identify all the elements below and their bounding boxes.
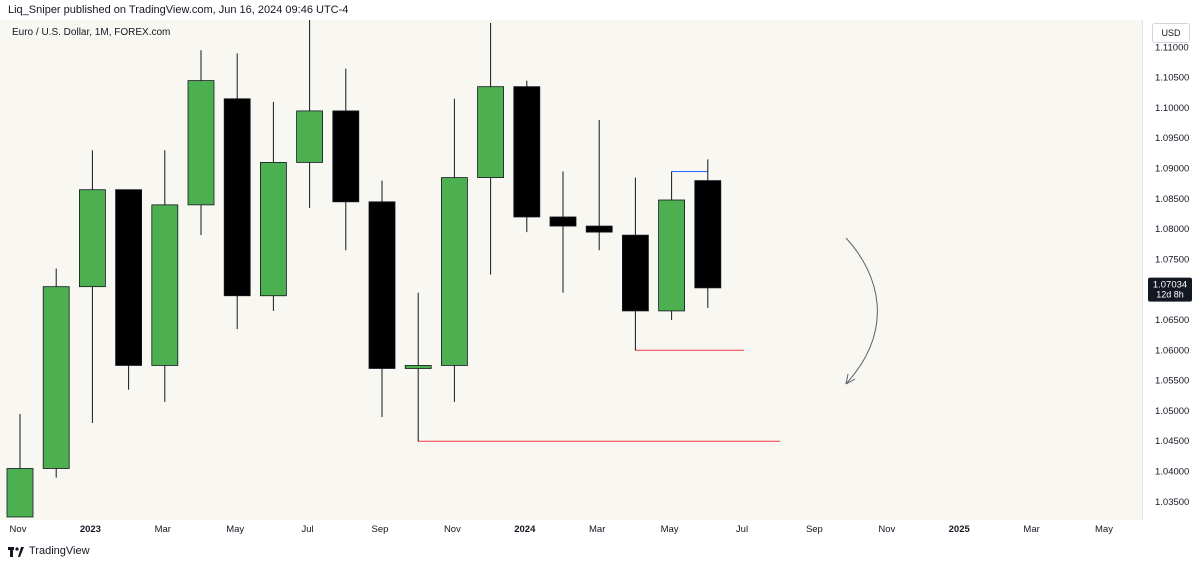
candle-body xyxy=(187,80,215,206)
candle-2023-08[interactable] xyxy=(332,68,360,251)
time-tick-label: Jul xyxy=(302,524,314,535)
time-tick-label: May xyxy=(226,524,244,535)
candle-body xyxy=(658,199,685,312)
candle-body xyxy=(332,110,360,203)
candle-2023-05[interactable] xyxy=(223,53,251,330)
candle-body xyxy=(296,110,324,163)
time-tick-label: Mar xyxy=(589,524,605,535)
time-tick-label: Nov xyxy=(878,524,895,535)
candle-2024-03[interactable] xyxy=(585,120,613,251)
candle-body xyxy=(477,86,505,178)
candle-body xyxy=(585,225,613,233)
candle-2024-06[interactable] xyxy=(694,159,722,308)
candle-body xyxy=(42,286,70,469)
time-tick-label: May xyxy=(1095,524,1113,535)
candle-2023-07[interactable] xyxy=(296,20,324,208)
time-tick-label: Sep xyxy=(806,524,823,535)
candle-body xyxy=(223,98,251,297)
time-tick-label: 2025 xyxy=(949,524,971,535)
candle-2022-11[interactable] xyxy=(6,413,34,518)
footer: TradingView xyxy=(8,545,90,557)
candle-2023-02[interactable] xyxy=(115,189,142,390)
symbol-title[interactable]: Euro / U.S. Dollar, 1M, FOREX.com xyxy=(12,27,171,38)
candle-2024-01[interactable] xyxy=(513,80,541,233)
curved-arrow-head xyxy=(845,373,856,385)
candle-body xyxy=(622,234,649,312)
time-tick-label: 2023 xyxy=(80,524,101,535)
time-tick-label: Jul xyxy=(736,524,748,535)
tradingview-logo-icon[interactable] xyxy=(8,546,24,557)
candle-body xyxy=(6,468,34,518)
candle-body xyxy=(694,180,722,289)
candle-2024-05[interactable] xyxy=(658,171,685,320)
time-tick-label: 2024 xyxy=(514,524,536,535)
currency-button[interactable]: USD xyxy=(1152,23,1190,43)
time-tick-label: Nov xyxy=(10,524,27,535)
candle-2023-04[interactable] xyxy=(187,50,215,236)
curved-arrow-annotation[interactable] xyxy=(845,237,878,385)
candle-2023-09[interactable] xyxy=(368,180,396,417)
candle-body xyxy=(513,86,541,218)
time-tick-label: Mar xyxy=(155,524,171,535)
candle-body xyxy=(440,177,468,366)
candle-body xyxy=(115,189,142,366)
tradingview-brand[interactable]: TradingView xyxy=(29,545,90,557)
published-header: Liq_Sniper published on TradingView.com,… xyxy=(8,4,349,16)
candle-body xyxy=(151,204,179,366)
candle-body xyxy=(404,365,432,369)
candle-2024-04[interactable] xyxy=(622,177,649,351)
candle-2022-12[interactable] xyxy=(42,268,70,478)
candle-2023-01[interactable] xyxy=(79,150,106,424)
candle-2023-06[interactable] xyxy=(259,101,287,311)
candle-2023-10[interactable] xyxy=(404,292,432,442)
candle-body xyxy=(368,201,396,369)
candle-2023-12[interactable] xyxy=(477,23,505,275)
candle-2023-03[interactable] xyxy=(151,150,179,402)
price-axis[interactable] xyxy=(1142,20,1200,520)
candle-body xyxy=(259,162,287,297)
time-tick-label: Sep xyxy=(372,524,389,535)
candle-body xyxy=(549,216,577,227)
time-tick-label: Mar xyxy=(1023,524,1039,535)
candle-2023-11[interactable] xyxy=(440,98,468,402)
candle-body xyxy=(79,189,106,288)
time-tick-label: Nov xyxy=(444,524,461,535)
time-tick-label: May xyxy=(661,524,679,535)
candle-2024-02[interactable] xyxy=(549,171,577,293)
